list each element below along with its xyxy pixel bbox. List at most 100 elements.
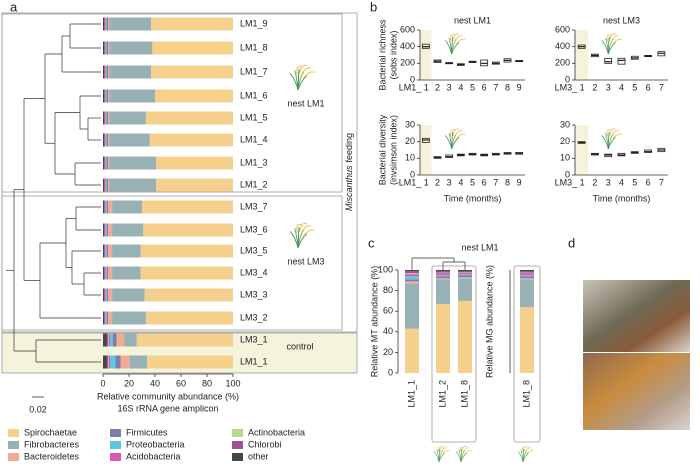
category-label: LM3_7 — [240, 201, 268, 211]
category-label: LM1_9 — [240, 18, 268, 28]
bar-segment — [436, 278, 450, 280]
y-tick-label: 80 — [383, 285, 393, 295]
plant-plume — [523, 445, 529, 452]
bar-segment — [145, 111, 233, 125]
bar-segment — [112, 223, 144, 237]
bar-segment — [520, 278, 534, 280]
bar-segment — [103, 355, 107, 369]
bar-segment — [105, 111, 107, 125]
bar-segment — [103, 41, 105, 55]
plant-plume — [442, 450, 450, 455]
x-tick-label: LM1_2 — [437, 380, 447, 408]
bar-segment — [105, 41, 107, 55]
bar-segment — [108, 333, 111, 347]
plant-plume — [439, 445, 445, 452]
plant-plume — [452, 128, 460, 136]
plant-plume — [606, 129, 612, 137]
bar-segment — [104, 17, 105, 31]
legend-swatch — [8, 453, 19, 461]
plant-blade — [451, 42, 460, 55]
x-tick-label: 5 — [632, 82, 637, 92]
bar-segment — [105, 133, 106, 147]
x-tick-label: 9 — [517, 177, 522, 187]
bar-segment — [143, 223, 233, 237]
bar-segment — [105, 17, 106, 31]
x-tick-label: 2 — [592, 82, 597, 92]
legend-swatch — [110, 441, 121, 449]
plant-plume — [296, 223, 302, 233]
plant-blade — [438, 452, 445, 463]
bar-segment — [108, 17, 110, 31]
bar-segment — [458, 277, 472, 279]
photo — [583, 353, 690, 430]
bar-segment — [103, 223, 105, 237]
bar-segment — [109, 17, 152, 31]
plant-plume — [610, 130, 620, 138]
category-label: LM3_5 — [240, 245, 268, 255]
y-tick-label: 600 — [555, 24, 570, 34]
group-label: nest LM1 — [287, 98, 324, 108]
x-tick-label: LM1_ 1 — [399, 82, 429, 92]
bar-segment — [110, 355, 116, 369]
legend-label: Actinobacteria — [248, 427, 305, 437]
bar-segment — [103, 200, 105, 214]
y-tick-label: 20 — [560, 136, 570, 146]
y-tick-label: 200 — [555, 58, 570, 68]
bar-segment — [147, 355, 233, 369]
bar-segment — [108, 355, 109, 369]
bar-segment — [106, 355, 109, 369]
category-label: LM1_3 — [240, 157, 268, 167]
legend-swatch — [232, 429, 243, 437]
bar-segment — [108, 311, 113, 325]
bar-segment — [105, 41, 106, 55]
bar-segment — [129, 355, 148, 369]
bar-segment — [458, 300, 472, 373]
bar-segment — [405, 281, 419, 284]
bar-segment — [140, 266, 233, 280]
x-tick-label: 4 — [619, 177, 624, 187]
bar-segment — [104, 111, 105, 125]
y-tick-label: 10 — [560, 153, 570, 163]
legend-label: Proteobacteria — [126, 439, 185, 449]
bar-segment — [103, 333, 107, 347]
bar-segment — [106, 178, 109, 192]
bar-segment — [105, 200, 107, 214]
bar-segment — [108, 133, 110, 147]
bar-segment — [106, 244, 109, 258]
bar-segment — [103, 178, 105, 192]
y-tick-label: 400 — [400, 41, 415, 51]
bracket-box — [431, 265, 477, 443]
plant-plume — [299, 64, 308, 74]
bar-segment — [106, 89, 109, 103]
plant-blade — [460, 452, 467, 463]
bar-segment — [120, 355, 130, 369]
bar-segment — [458, 271, 472, 273]
y-tick-label: 400 — [555, 41, 570, 51]
plant-plume — [464, 450, 472, 455]
bar-segment — [112, 244, 141, 258]
x-tick-label: 9 — [517, 82, 522, 92]
bar-segment — [405, 328, 419, 373]
bar-segment — [108, 178, 110, 192]
bar-segment — [104, 200, 105, 214]
y-tick-label: 30 — [405, 119, 415, 129]
plant-blade — [607, 42, 616, 55]
x-tick-label: 6 — [646, 177, 651, 187]
y-tick-label: 600 — [400, 24, 415, 34]
bar-segment — [436, 279, 450, 304]
bar-segment — [105, 133, 107, 147]
baseline-shade — [420, 125, 432, 175]
chart-title: nest LM1 — [461, 242, 498, 252]
x-tick-label: 5 — [470, 82, 475, 92]
category-label: LM1_5 — [240, 112, 268, 122]
bar-segment — [520, 272, 534, 274]
lm3-box — [1, 195, 343, 331]
category-label: LM1_1 — [240, 356, 268, 366]
plant-plume — [437, 446, 442, 453]
plant-plume — [452, 33, 460, 41]
legend-swatch — [8, 429, 19, 437]
bar-segment — [124, 333, 137, 347]
bar-segment — [142, 200, 233, 214]
bar-segment — [105, 178, 106, 192]
category-label: LM3_1 — [240, 334, 268, 344]
